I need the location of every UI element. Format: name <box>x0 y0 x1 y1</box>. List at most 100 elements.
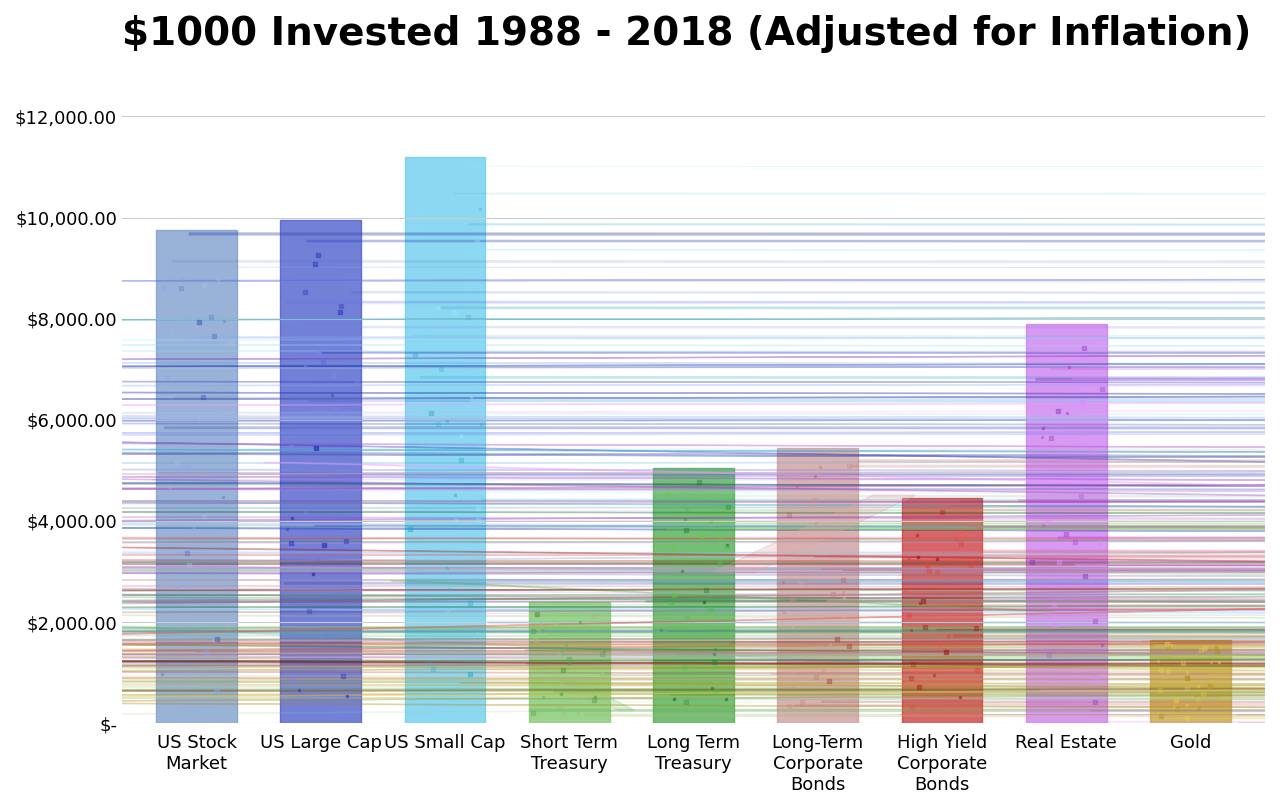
Point <box>306 441 326 454</box>
Bar <box>0 501 1280 622</box>
Bar <box>0 339 1280 373</box>
Point <box>419 657 439 670</box>
Bar <box>0 600 1280 683</box>
Bar <box>0 307 1280 464</box>
Point <box>951 538 972 551</box>
Bar <box>0 374 1280 495</box>
Bar <box>0 679 1280 694</box>
Bar <box>0 619 937 665</box>
Bar <box>0 548 1280 582</box>
Point <box>314 538 334 551</box>
Point <box>451 429 471 442</box>
Point <box>525 629 545 642</box>
Point <box>196 645 216 658</box>
Point <box>663 540 684 553</box>
Bar <box>0 522 1280 557</box>
Bar <box>0 298 1280 530</box>
Point <box>1176 665 1197 678</box>
Bar <box>0 604 1280 654</box>
Point <box>1176 711 1197 724</box>
Point <box>1151 709 1171 722</box>
Point <box>471 417 492 430</box>
Bar <box>0 510 1280 627</box>
Point <box>832 574 852 587</box>
Point <box>710 532 731 545</box>
Point <box>677 612 698 625</box>
Bar <box>0 604 1280 628</box>
Bar <box>0 497 1280 648</box>
Bar <box>0 641 1280 650</box>
Point <box>701 681 722 694</box>
Bar <box>0 485 1280 570</box>
Bar <box>0 308 1280 424</box>
Point <box>950 525 970 538</box>
Bar <box>0 632 1280 677</box>
Bar <box>0 653 1280 688</box>
Point <box>704 647 724 660</box>
Point <box>705 684 726 697</box>
Point <box>188 411 209 424</box>
Point <box>1188 693 1208 705</box>
Point <box>280 537 301 550</box>
Point <box>524 625 544 637</box>
Point <box>820 637 841 650</box>
Point <box>660 597 681 610</box>
Point <box>347 375 367 388</box>
Point <box>1083 446 1103 459</box>
Bar <box>0 544 1280 659</box>
Bar <box>0 324 1280 513</box>
Point <box>805 469 826 482</box>
Bar <box>0 328 1280 510</box>
Point <box>900 624 920 637</box>
Point <box>1092 638 1112 651</box>
Point <box>204 634 224 647</box>
Point <box>550 649 571 662</box>
Bar <box>0 578 1280 702</box>
Bar <box>0 596 1280 686</box>
Bar <box>0 383 1280 518</box>
Bar <box>0 650 1280 709</box>
Point <box>421 407 442 420</box>
Bar <box>0 490 1280 594</box>
Bar <box>0 667 1280 711</box>
Point <box>591 648 612 661</box>
Point <box>324 369 344 382</box>
Bar <box>0 573 1280 605</box>
Point <box>1092 383 1112 396</box>
Point <box>312 355 333 368</box>
Bar <box>0 396 1280 611</box>
Point <box>676 696 696 709</box>
Point <box>212 491 233 504</box>
Bar <box>0 510 1280 684</box>
Bar <box>0 548 1280 642</box>
Bar <box>1149 640 1231 723</box>
Bar <box>0 635 1280 666</box>
Point <box>172 271 192 284</box>
Point <box>532 690 553 703</box>
Point <box>1158 641 1179 654</box>
Point <box>904 658 924 671</box>
Point <box>1057 406 1078 419</box>
Bar <box>0 555 1280 642</box>
Point <box>675 512 695 525</box>
Point <box>1148 654 1169 667</box>
Bar <box>0 325 1280 507</box>
Point <box>916 559 937 572</box>
Bar <box>0 654 1280 679</box>
Point <box>781 594 801 607</box>
Point <box>559 652 580 665</box>
Bar <box>0 293 1280 493</box>
Bar <box>0 413 1280 636</box>
Point <box>908 551 928 564</box>
Bar <box>525 663 635 710</box>
Point <box>201 310 221 323</box>
Point <box>407 221 428 234</box>
Bar <box>0 536 1280 603</box>
Point <box>553 663 573 676</box>
Point <box>438 604 458 617</box>
Point <box>1046 619 1066 632</box>
Bar <box>0 414 1280 494</box>
Point <box>321 388 342 401</box>
Point <box>582 609 603 622</box>
Point <box>694 595 714 608</box>
